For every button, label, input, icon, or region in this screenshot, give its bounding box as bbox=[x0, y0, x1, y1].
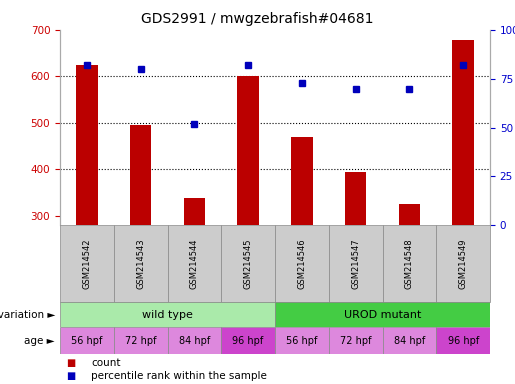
Text: GSM214549: GSM214549 bbox=[459, 238, 468, 289]
Text: ■: ■ bbox=[66, 358, 75, 368]
Bar bbox=[345, 172, 366, 225]
Text: 56 hpf: 56 hpf bbox=[286, 336, 318, 346]
Text: GSM214546: GSM214546 bbox=[297, 238, 306, 289]
Text: age ►: age ► bbox=[24, 336, 55, 346]
Text: ■: ■ bbox=[66, 371, 75, 381]
Text: 72 hpf: 72 hpf bbox=[125, 336, 157, 346]
Text: GDS2991 / mwgzebrafish#04681: GDS2991 / mwgzebrafish#04681 bbox=[141, 12, 374, 26]
Bar bbox=[167, 327, 221, 354]
Bar bbox=[60, 225, 114, 302]
Bar bbox=[60, 327, 114, 354]
Bar bbox=[275, 327, 329, 354]
Text: 96 hpf: 96 hpf bbox=[448, 336, 479, 346]
Bar bbox=[452, 40, 474, 225]
Text: GSM214542: GSM214542 bbox=[82, 238, 91, 289]
Bar bbox=[221, 327, 275, 354]
Text: 96 hpf: 96 hpf bbox=[232, 336, 264, 346]
Bar bbox=[291, 137, 313, 225]
Text: wild type: wild type bbox=[142, 310, 193, 319]
Bar bbox=[130, 125, 151, 225]
Text: UROD mutant: UROD mutant bbox=[344, 310, 421, 319]
Text: 84 hpf: 84 hpf bbox=[394, 336, 425, 346]
Bar bbox=[114, 327, 167, 354]
Bar bbox=[167, 225, 221, 302]
Text: GSM214543: GSM214543 bbox=[136, 238, 145, 289]
Bar bbox=[60, 302, 275, 327]
Text: count: count bbox=[91, 358, 121, 368]
Bar bbox=[383, 327, 436, 354]
Text: percentile rank within the sample: percentile rank within the sample bbox=[91, 371, 267, 381]
Text: GSM214544: GSM214544 bbox=[190, 238, 199, 289]
Text: GSM214547: GSM214547 bbox=[351, 238, 360, 289]
Bar bbox=[383, 225, 436, 302]
Bar bbox=[436, 225, 490, 302]
Bar bbox=[329, 225, 383, 302]
Bar bbox=[114, 225, 167, 302]
Bar bbox=[436, 327, 490, 354]
Text: 56 hpf: 56 hpf bbox=[71, 336, 102, 346]
Text: genotype/variation ►: genotype/variation ► bbox=[0, 310, 55, 319]
Text: GSM214545: GSM214545 bbox=[244, 238, 253, 289]
Text: GSM214548: GSM214548 bbox=[405, 238, 414, 289]
Bar bbox=[76, 65, 98, 225]
Bar bbox=[184, 198, 205, 225]
Bar bbox=[275, 225, 329, 302]
Bar bbox=[221, 225, 275, 302]
Text: 72 hpf: 72 hpf bbox=[340, 336, 371, 346]
Text: 84 hpf: 84 hpf bbox=[179, 336, 210, 346]
Bar bbox=[275, 302, 490, 327]
Bar bbox=[237, 76, 259, 225]
Bar bbox=[399, 204, 420, 225]
Bar bbox=[329, 327, 383, 354]
